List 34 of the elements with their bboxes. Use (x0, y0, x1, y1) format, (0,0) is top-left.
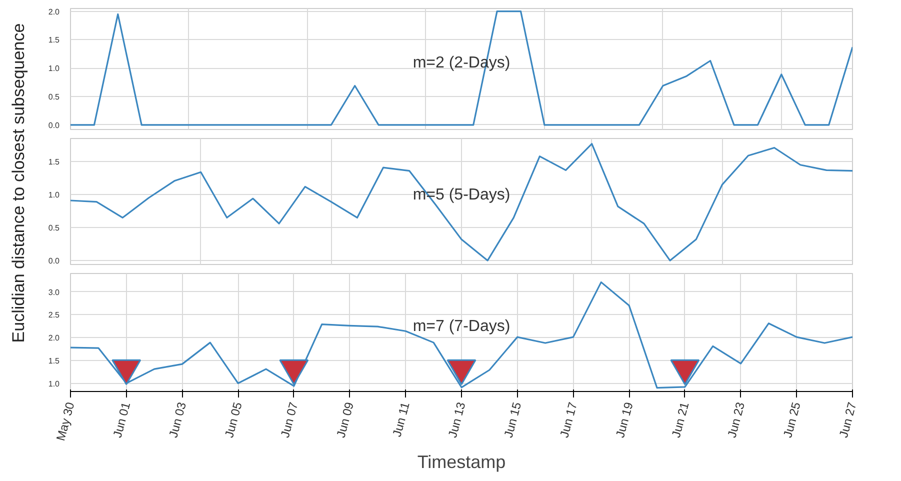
x-tick-label: Jun 19 (612, 400, 636, 440)
x-tick-label: Jun 25 (780, 400, 804, 440)
y-tick-label: 1.0 (48, 379, 60, 388)
x-tick-label: Jun 23 (724, 400, 748, 440)
y-tick-label: 0.0 (48, 120, 60, 130)
x-tick-label: Jun 27 (836, 400, 860, 440)
y-tick-label: 2.0 (48, 334, 60, 343)
x-axis-title: Timestamp (417, 452, 506, 472)
y-tick-label: 0.5 (48, 92, 60, 102)
y-tick-label: 1.0 (48, 64, 60, 74)
y-tick-label: 0.0 (48, 256, 60, 266)
x-tick-label: May 30 (54, 400, 78, 442)
annotation: m=7 (7-Days) (412, 318, 510, 336)
line-series (70, 281, 852, 389)
y-tick-label: 2.5 (48, 310, 60, 320)
x-tick-label: Jun 11 (390, 400, 412, 438)
x-tick-label: Jun 17 (557, 400, 580, 440)
line-series (70, 142, 852, 262)
y-tick-label: 2.0 (48, 7, 60, 16)
x-tick-label: Jun 05 (222, 400, 245, 440)
y-axis-title: Euclidian distance to closest subsequence (9, 23, 28, 343)
x-tick-label: Jun 07 (278, 400, 301, 440)
x-tick-label: Jun 15 (501, 400, 524, 440)
x-tick-label: Jun 03 (166, 400, 190, 440)
y-tick-label: 1.5 (48, 36, 60, 45)
x-tick-label: Jun 01 (110, 400, 134, 440)
y-tick-label: 0.5 (48, 224, 60, 233)
y-tick-label: 3.0 (48, 288, 60, 297)
y-tick-label: 1.5 (48, 356, 60, 366)
x-tick-label: Jun 21 (668, 400, 692, 440)
y-tick-label: 1.5 (48, 158, 60, 167)
y-tick-label: 1.0 (48, 190, 60, 200)
x-tick-label: Jun 09 (334, 400, 357, 440)
x-tick-label: Jun 13 (445, 400, 468, 440)
